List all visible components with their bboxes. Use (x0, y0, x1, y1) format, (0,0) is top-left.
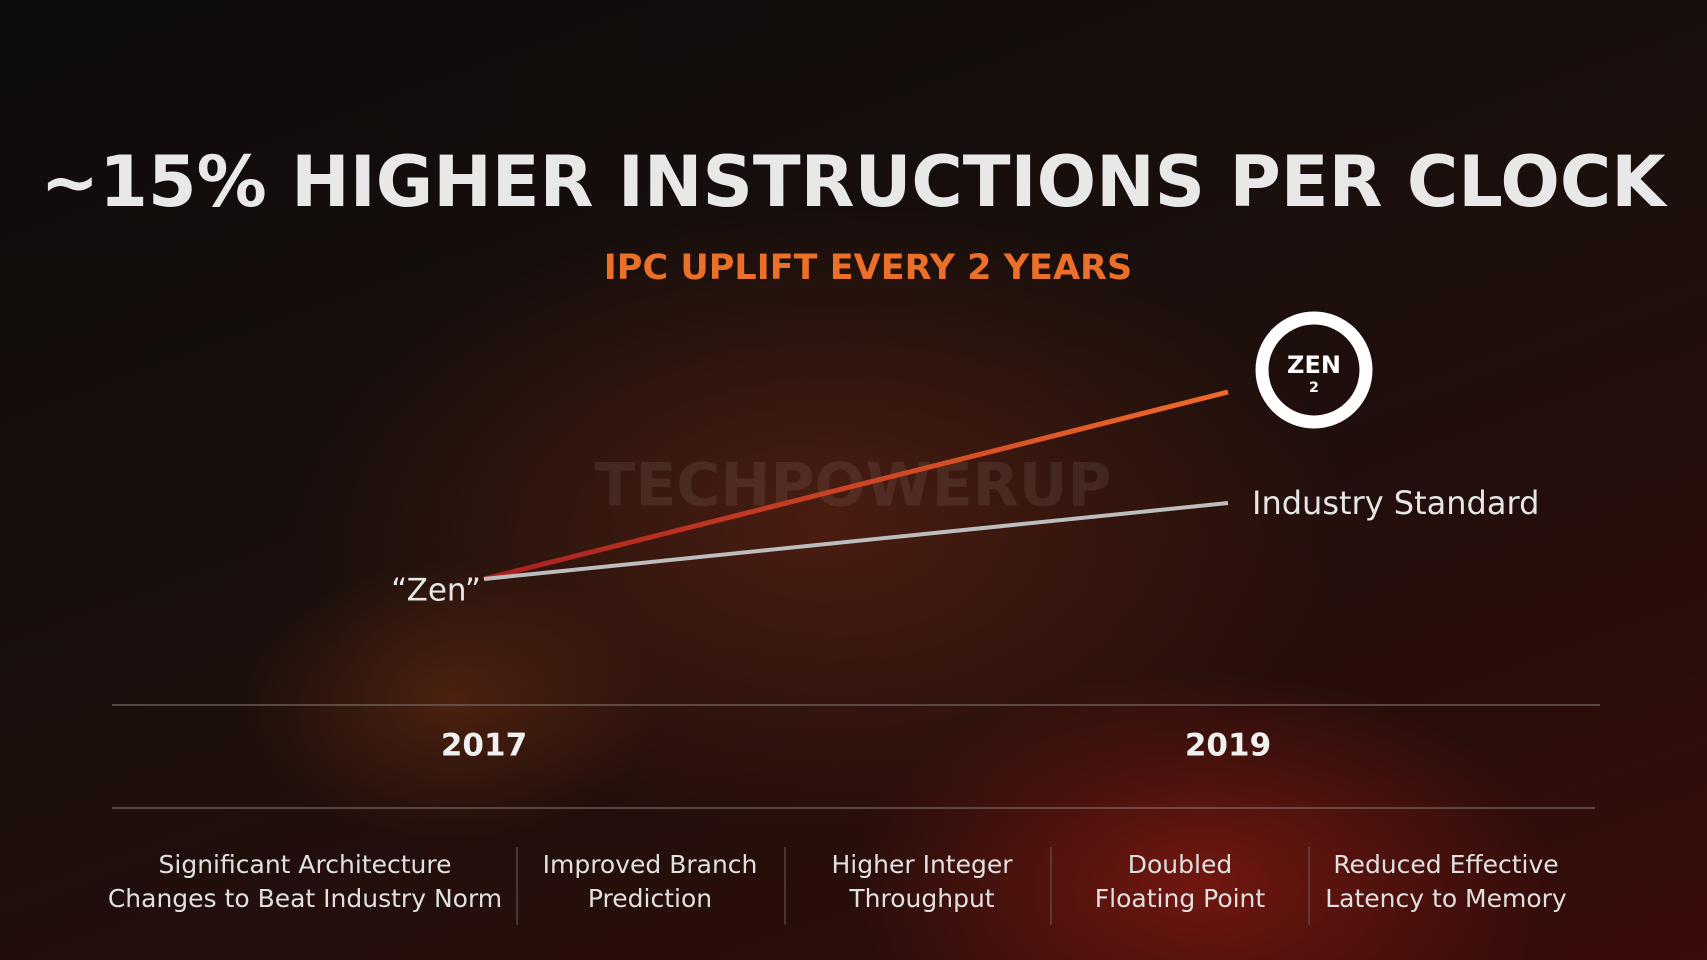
feature-text: Floating Point (1095, 884, 1266, 913)
feature-text: Latency to Memory (1325, 884, 1567, 913)
title: ~15% HIGHER INSTRUCTIONS PER CLOCK (41, 141, 1669, 223)
zen-line (483, 389, 1229, 582)
feature-text: Higher Integer (832, 850, 1014, 879)
year: 2019 (1185, 728, 1271, 764)
industry-line (483, 501, 1229, 581)
features: Significant Architecture Changes to Beat … (108, 847, 1567, 925)
logo-number: 2 (1309, 380, 1319, 396)
feature-text: Improved Branch (543, 850, 758, 879)
feature-text: Throughput (848, 884, 994, 913)
year: 2017 (441, 728, 527, 764)
subtitle: IPC UPLIFT EVERY 2 YEARS (604, 248, 1132, 288)
feature-text: Doubled (1128, 850, 1232, 879)
feature-text: Significant Architecture (159, 850, 452, 879)
feature-text: Reduced Effective (1333, 850, 1558, 879)
logo-ring (1255, 311, 1373, 429)
feature-text: Prediction (588, 884, 712, 913)
feature-text: Changes to Beat Industry Norm (108, 884, 502, 913)
zen-label: “Zen” (391, 573, 481, 609)
industry-label: Industry Standard (1252, 484, 1539, 522)
logo-word: ZEN (1287, 351, 1341, 379)
